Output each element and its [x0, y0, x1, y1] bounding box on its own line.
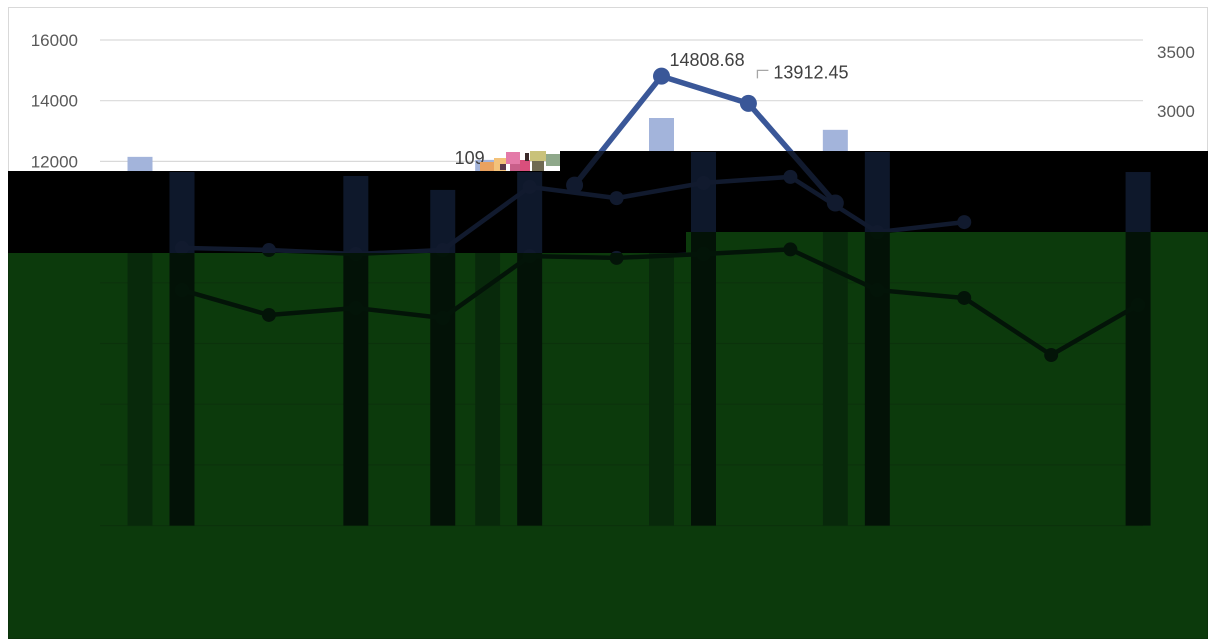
data-label: 14808.68 [670, 50, 745, 70]
glitch-artifact [480, 151, 560, 172]
y-axis-right: 3500 3000 [1157, 43, 1195, 121]
y-tick-label-left: 14000 [31, 92, 78, 111]
glitch-block [530, 151, 546, 161]
leader-line [756, 69, 769, 79]
glitch-block [510, 164, 520, 172]
glitch-block [506, 152, 520, 164]
glitch-block [500, 164, 506, 170]
green-occlusion [8, 232, 1208, 639]
data-labels: 14808.68 13912.45 109 [455, 50, 849, 168]
line-marker [739, 94, 757, 112]
data-label: 13912.45 [773, 62, 848, 82]
glitch-block [532, 161, 544, 171]
glitch-block [546, 154, 560, 166]
y-tick-label-left: 12000 [31, 152, 78, 171]
y-tick-label-right: 3000 [1157, 102, 1195, 121]
y-tick-label-right: 3500 [1157, 43, 1195, 62]
glitch-block [480, 162, 494, 172]
y-axis-left: 16000 14000 12000 [31, 31, 78, 171]
data-label: 109 [455, 148, 485, 168]
glitch-block [520, 160, 530, 172]
y-tick-label-left: 16000 [31, 31, 78, 50]
line-marker [653, 67, 670, 85]
glitch-block [525, 153, 529, 161]
